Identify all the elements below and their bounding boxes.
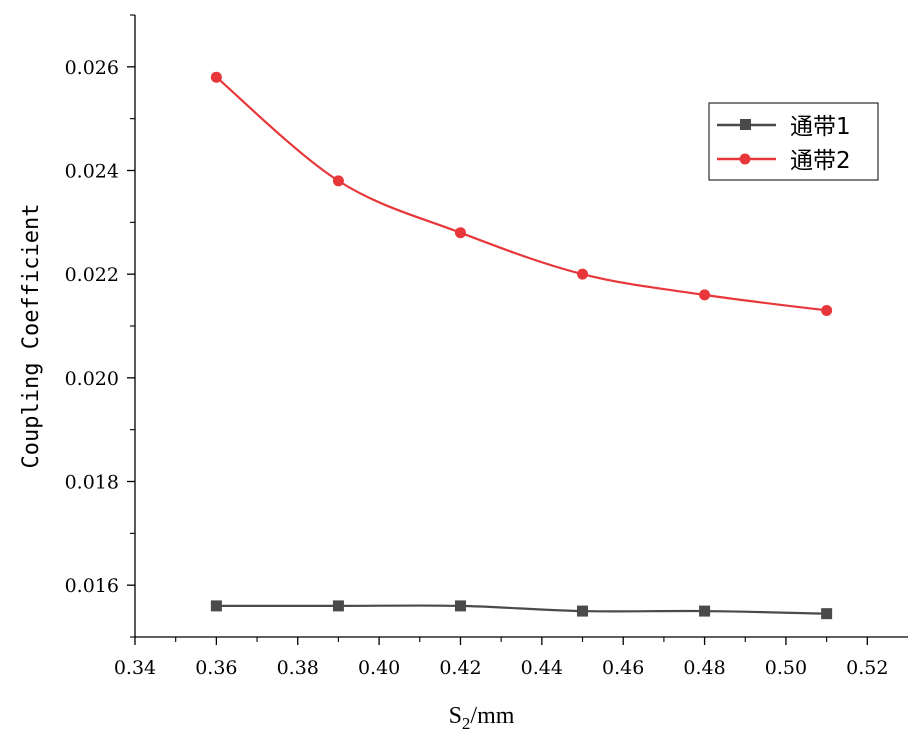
x-axis-label-main: S <box>449 703 462 729</box>
data-point <box>699 289 711 301</box>
series-group <box>210 71 833 620</box>
x-axis-label: S2/mm <box>449 703 515 733</box>
data-point <box>577 605 589 617</box>
series-line-1 <box>216 604 827 615</box>
data-point <box>821 304 833 316</box>
legend-label-series-2: 通带2 <box>790 148 851 174</box>
data-point <box>821 608 833 620</box>
x-tick-label: 0.48 <box>683 657 725 679</box>
x-tick-label: 0.42 <box>439 657 481 679</box>
axes: 0.34 0.36 0.38 0.40 0.42 0.44 0.46 0.48 0.50 0.52… <box>65 14 908 679</box>
legend-box <box>708 102 879 181</box>
x-tick-label: 0.34 <box>114 657 156 679</box>
legend-label-series-1: 通带1 <box>790 114 851 140</box>
x-axis-label-subscript: 2 <box>462 714 471 733</box>
data-point <box>210 600 222 612</box>
x-tick-label: 0.40 <box>358 657 400 679</box>
x-tick-label: 0.50 <box>765 657 807 679</box>
y-tick-label: 0.018 <box>65 472 119 494</box>
data-point <box>210 71 222 83</box>
legend-marker-series-1 <box>740 119 751 130</box>
x-tick-label: 0.36 <box>195 657 237 679</box>
y-tick-label: 0.022 <box>65 264 119 286</box>
y-tick-label: 0.016 <box>65 575 119 597</box>
data-point <box>332 175 344 187</box>
y-tick-label: 0.024 <box>65 161 119 183</box>
data-point <box>454 227 466 239</box>
y-tick-label: 0.020 <box>65 368 119 390</box>
series-line-2 <box>215 76 827 312</box>
x-tick-label: 0.46 <box>602 657 644 679</box>
y-axis-label: Coupling Coefficient <box>19 204 44 469</box>
legend-marker-series-2 <box>739 153 751 165</box>
data-point <box>454 600 466 612</box>
data-point <box>332 600 344 612</box>
legend: 通带1 通带2 <box>708 102 879 181</box>
data-point <box>577 268 589 280</box>
x-tick-label: 0.38 <box>277 657 319 679</box>
y-tick-label: 0.026 <box>65 57 119 79</box>
x-tick-label: 0.52 <box>846 657 888 679</box>
x-axis-label-unit: /mm <box>470 703 514 729</box>
x-tick-label: 0.44 <box>521 657 563 679</box>
data-point <box>699 605 711 617</box>
